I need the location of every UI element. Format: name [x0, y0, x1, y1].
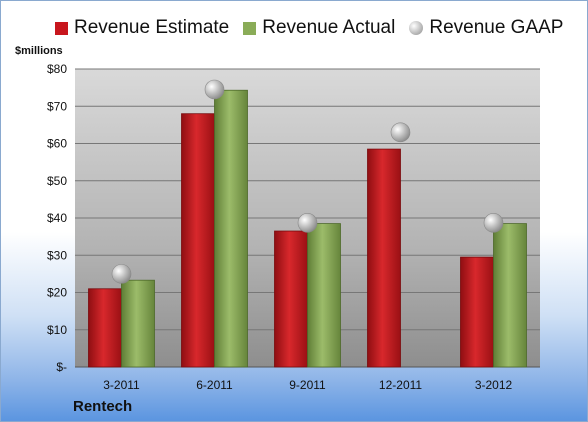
y-tick-label: $70: [47, 99, 67, 113]
legend-swatch-actual: [243, 21, 257, 35]
legend-swatch-gaap: [409, 21, 424, 35]
y-tick-label: $-: [56, 360, 67, 374]
x-tick-label: 9-2011: [289, 378, 326, 392]
legend-label-gaap: Revenue GAAP: [429, 17, 564, 38]
y-tick-label: $80: [47, 62, 67, 76]
y-unit-label: $millions: [15, 45, 63, 57]
legend-swatch-estimate: [55, 21, 68, 35]
bar-revenue-actual: [121, 279, 155, 368]
legend-label-estimate: Revenue Estimate: [74, 17, 230, 38]
company-name: Rentech: [73, 398, 133, 415]
legend-item-gaap: Revenue GAAP: [409, 17, 563, 39]
y-tick-label: $10: [47, 323, 67, 337]
legend-item-estimate: Revenue Estimate: [55, 17, 229, 39]
marker-revenue-gaap: [297, 213, 318, 233]
y-tick-label: $50: [47, 174, 67, 188]
y-tick-label: $40: [47, 211, 67, 225]
legend: Revenue Estimate Revenue Actual Revenue …: [55, 17, 577, 39]
y-tick-label: $60: [47, 137, 67, 151]
bar-revenue-estimate: [88, 288, 122, 368]
y-tick-label: $20: [47, 286, 67, 300]
x-tick-label: 6-2011: [196, 378, 233, 392]
bar-revenue-estimate: [367, 148, 401, 368]
legend-label-actual: Revenue Actual: [262, 17, 396, 38]
bar-revenue-actual: [307, 223, 341, 368]
marker-revenue-gaap: [390, 122, 411, 143]
x-tick-label: 12-2011: [379, 378, 422, 392]
bar-revenue-estimate: [181, 113, 215, 368]
bar-revenue-actual: [493, 223, 527, 368]
bar-revenue-estimate: [274, 230, 308, 368]
x-tick-label: 3-2011: [103, 378, 140, 392]
bar-revenue-actual: [214, 89, 248, 368]
marker-revenue-gaap: [483, 213, 504, 233]
bar-revenue-estimate: [460, 256, 494, 368]
marker-revenue-gaap: [204, 79, 225, 100]
marker-revenue-gaap: [111, 264, 132, 284]
legend-item-actual: Revenue Actual: [243, 17, 395, 39]
y-tick-label: $30: [47, 248, 67, 262]
x-tick-label: 3-2012: [475, 378, 513, 392]
